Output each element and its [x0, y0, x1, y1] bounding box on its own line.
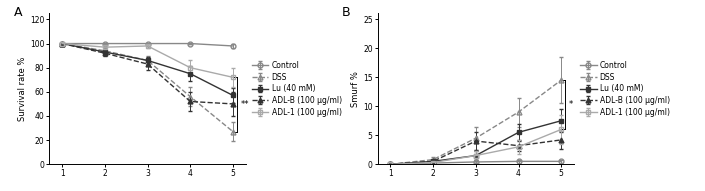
- Y-axis label: Smurf %: Smurf %: [351, 71, 360, 107]
- Text: *: *: [569, 100, 573, 109]
- Legend: Control, DSS, Lu (40 mM), ADL-B (100 μg/ml), ADL-1 (100 μg/ml): Control, DSS, Lu (40 mM), ADL-B (100 μg/…: [580, 61, 670, 117]
- Text: B: B: [342, 6, 351, 19]
- Y-axis label: Survival rate %: Survival rate %: [18, 57, 27, 121]
- Text: A: A: [14, 6, 23, 19]
- Text: **: **: [240, 100, 249, 109]
- Legend: Control, DSS, Lu (40 mM), ADL-B (100 μg/ml), ADL-1 (100 μg/ml): Control, DSS, Lu (40 mM), ADL-B (100 μg/…: [252, 61, 342, 117]
